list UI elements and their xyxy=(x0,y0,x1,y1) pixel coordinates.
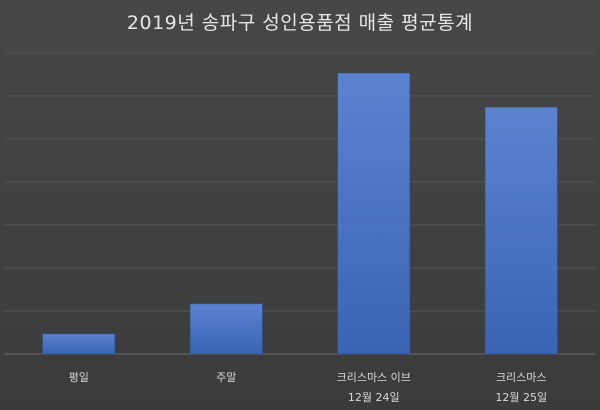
bar-3 xyxy=(484,106,558,355)
x-tick-label: 주말 xyxy=(216,371,236,384)
x-tick-sublabel: 12월 25일 xyxy=(495,390,547,404)
x-tick-label: 평일 xyxy=(69,370,89,384)
x-tick-label: 크리스마스 이브 xyxy=(337,371,411,384)
chart-title: 2019년 송파구 성인용품점 매출 평균통계 xyxy=(126,12,474,34)
bar-2 xyxy=(337,72,411,355)
bar-0 xyxy=(42,333,116,355)
x-tick-sublabel: 12월 24일 xyxy=(348,390,400,404)
bar-1 xyxy=(189,303,263,355)
x-tick-label: 크리스마스 xyxy=(496,371,547,384)
